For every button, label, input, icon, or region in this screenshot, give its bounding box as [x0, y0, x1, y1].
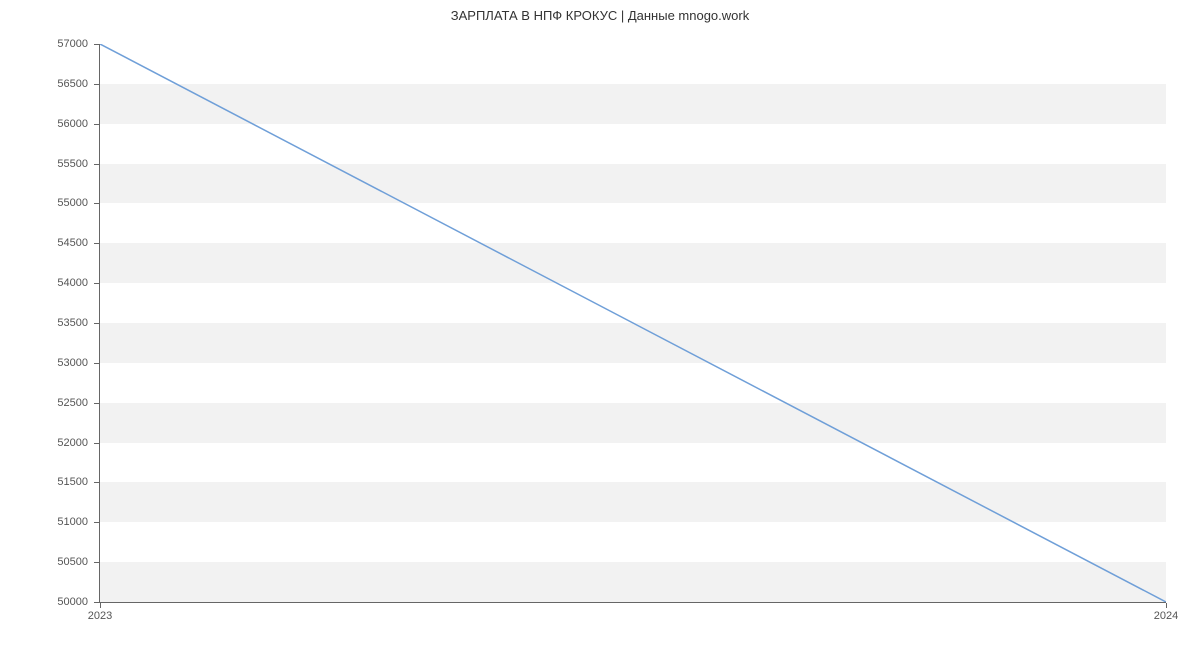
y-tick: [94, 602, 99, 603]
series-line-salary: [100, 44, 1166, 602]
y-tick-label: 53500: [0, 317, 88, 329]
plot-area: 5000050500510005150052000525005300053500…: [100, 44, 1166, 602]
y-tick-label: 56000: [0, 118, 88, 130]
salary-chart: ЗАРПЛАТА В НПФ КРОКУС | Данные mnogo.wor…: [0, 0, 1200, 650]
x-tick-label: 2023: [88, 610, 112, 622]
y-tick: [94, 522, 99, 523]
y-tick: [94, 203, 99, 204]
y-tick-label: 50000: [0, 596, 88, 608]
x-tick: [1166, 603, 1167, 608]
y-tick-label: 54500: [0, 237, 88, 249]
y-tick: [94, 243, 99, 244]
y-tick-label: 51000: [0, 516, 88, 528]
y-tick-label: 55500: [0, 158, 88, 170]
x-axis-line: [99, 602, 1166, 603]
x-tick: [100, 603, 101, 608]
y-tick-label: 57000: [0, 38, 88, 50]
y-tick-label: 51500: [0, 476, 88, 488]
y-tick-label: 53000: [0, 357, 88, 369]
y-tick: [94, 363, 99, 364]
y-tick-label: 50500: [0, 556, 88, 568]
y-tick: [94, 283, 99, 284]
y-tick: [94, 562, 99, 563]
y-tick: [94, 84, 99, 85]
y-tick-label: 52500: [0, 397, 88, 409]
y-tick-label: 54000: [0, 277, 88, 289]
y-tick: [94, 124, 99, 125]
chart-title: ЗАРПЛАТА В НПФ КРОКУС | Данные mnogo.wor…: [0, 8, 1200, 23]
y-tick: [94, 443, 99, 444]
y-tick: [94, 44, 99, 45]
y-tick-label: 56500: [0, 78, 88, 90]
y-tick: [94, 403, 99, 404]
x-tick-label: 2024: [1154, 610, 1178, 622]
y-tick-label: 55000: [0, 197, 88, 209]
series-layer: [100, 44, 1166, 602]
y-tick: [94, 323, 99, 324]
y-tick-label: 52000: [0, 437, 88, 449]
y-tick: [94, 164, 99, 165]
y-tick: [94, 482, 99, 483]
